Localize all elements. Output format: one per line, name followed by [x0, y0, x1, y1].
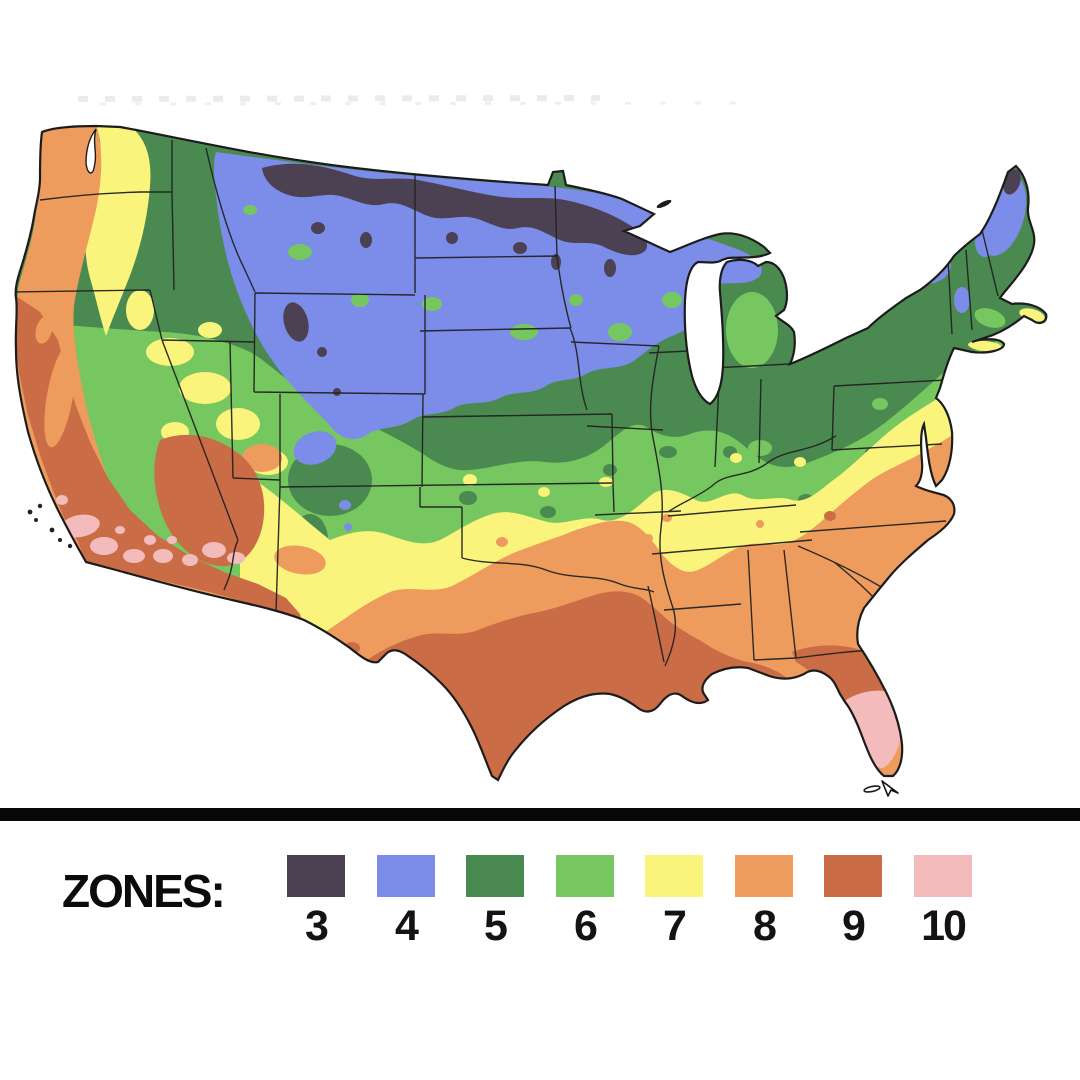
zone-3-label: 3: [305, 902, 329, 950]
zone-8-central-valley: [35, 316, 326, 575]
legend-zone-9: 9: [824, 855, 882, 948]
state-borders: [15, 140, 999, 667]
legend-zone-4: 4: [377, 855, 435, 948]
zone-7-swatch: [645, 855, 703, 897]
zone-fill-layers: [15, 126, 1047, 780]
isle-royale: [656, 199, 672, 209]
zone-5-label: 5: [484, 902, 508, 950]
zone-8-swatch: [735, 855, 793, 897]
puget-sound: [85, 128, 97, 174]
zone-7-label: 7: [663, 902, 687, 950]
cropped-text-artifact: [77, 95, 761, 106]
zone-10-label: 10: [921, 902, 967, 950]
zone-5-swatch: [466, 855, 524, 897]
us-outline: [14, 124, 1048, 782]
divider-bar: [0, 808, 1080, 821]
legend-zone-6: 6: [556, 855, 614, 948]
legend-zone-10: 10: [914, 855, 972, 948]
legend-zone-5: 5: [466, 855, 524, 948]
channel-islands: [27, 503, 73, 549]
zone-10-swatch: [914, 855, 972, 897]
legend-zone-8: 8: [735, 855, 793, 948]
zone-10-region: [56, 495, 905, 768]
zone-8-label: 8: [753, 902, 777, 950]
cursor-icon: [881, 780, 899, 797]
zone-9-label: 9: [842, 902, 866, 950]
zone-legend: ZONES: 3 4 5 6 7 8 9 10: [0, 840, 1080, 970]
zone-6-label: 6: [574, 902, 598, 950]
zone-6-inner-blobs: [243, 205, 1006, 456]
zone-9-swatch: [824, 855, 882, 897]
zone-4-label: 4: [395, 902, 419, 950]
coastal-details: [27, 128, 881, 793]
legend-title: ZONES:: [62, 865, 226, 917]
florida-keys: [863, 785, 881, 793]
zone-3-swatch: [287, 855, 345, 897]
zone-6-swatch: [556, 855, 614, 897]
legend-zone-3: 3: [287, 855, 345, 948]
zone-4-swatch: [377, 855, 435, 897]
legend-zone-7: 7: [645, 855, 703, 948]
us-hardiness-map: [14, 95, 1048, 797]
